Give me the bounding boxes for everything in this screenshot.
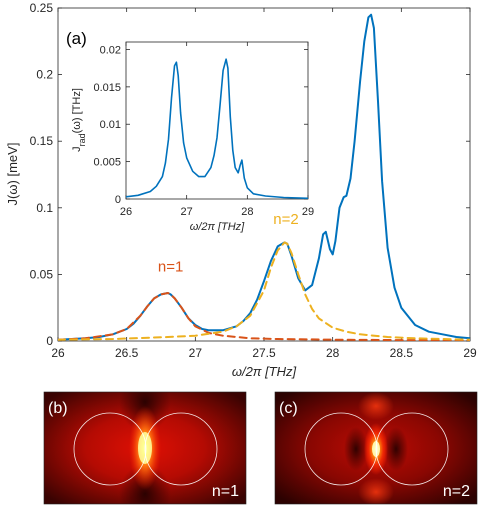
main-y-tick-label: 0.05 bbox=[30, 267, 54, 281]
main-x-tick-label: 28.5 bbox=[390, 346, 414, 360]
mode-annotations: n=1 n=2 bbox=[158, 211, 299, 276]
inset-plot-area bbox=[125, 41, 309, 200]
inset-series bbox=[126, 58, 308, 199]
panel-label-c: (c) bbox=[279, 400, 298, 417]
main-y-tick-label: 0.1 bbox=[36, 201, 53, 215]
particle-outline-left bbox=[73, 412, 147, 486]
inset-y-tick-label: 0.02 bbox=[100, 44, 121, 56]
main-y-axis-label: J(ω) [meV] bbox=[5, 143, 20, 206]
main-series-line-3 bbox=[58, 241, 470, 341]
main-x-axis-label: ω/2π [THz] bbox=[232, 364, 297, 379]
mode-annotation: n=1 bbox=[158, 259, 183, 276]
main-series-line-2 bbox=[58, 292, 470, 341]
inset-x-tick-label: 29 bbox=[302, 206, 314, 218]
main-x-tick-label: 29 bbox=[463, 346, 477, 360]
main-x-tick-label: 27.5 bbox=[252, 346, 276, 360]
panel-label-a: (a) bbox=[66, 29, 87, 48]
inset-x-axis-label: ω/2π [THz] bbox=[190, 221, 245, 233]
inset-series-line-1 bbox=[126, 58, 308, 199]
panel-label-b: (b) bbox=[48, 400, 68, 417]
inset-ticks: 26 27 28 29 0 0.005 0.01 0.015 0.02 bbox=[93, 42, 314, 218]
inset-x-tick-label: 26 bbox=[120, 206, 132, 218]
inset-x-tick-label: 27 bbox=[181, 206, 193, 218]
particle-outline-right bbox=[144, 412, 218, 486]
main-y-tick-label: 0.2 bbox=[36, 68, 53, 82]
main-ticks: 26 26.5 27 27.5 28 28.5 29 0 0.05 0.1 0.15 0.2 0.25 bbox=[30, 1, 477, 360]
mode-annotation: n=2 bbox=[273, 211, 298, 228]
mode-label-b: n=1 bbox=[212, 483, 239, 500]
main-y-tick-label: 0 bbox=[46, 334, 53, 348]
main-y-tick-label: 0.25 bbox=[30, 1, 54, 15]
inset-y-tick-label: 0.005 bbox=[93, 157, 121, 169]
main-x-tick-label: 26.5 bbox=[115, 346, 139, 360]
mode-label-c: n=2 bbox=[443, 483, 470, 500]
inset-y-tick-label: 0 bbox=[115, 194, 121, 206]
main-x-tick-label: 26 bbox=[51, 346, 65, 360]
main-x-tick-label: 27 bbox=[189, 346, 203, 360]
main-x-tick-label: 28 bbox=[326, 346, 340, 360]
inset-y-tick-label: 0.01 bbox=[100, 119, 121, 131]
inset-y-tick-label: 0.015 bbox=[93, 82, 121, 94]
main-series bbox=[58, 13, 470, 341]
particle-outline-left bbox=[304, 412, 378, 486]
field-map-n2: (c) n=2 bbox=[274, 391, 478, 505]
particle-outline-right bbox=[375, 412, 449, 486]
inset-x-tick-label: 28 bbox=[241, 206, 253, 218]
field-map-n1: (b) n=1 bbox=[43, 391, 247, 505]
main-y-tick-label: 0.15 bbox=[30, 134, 54, 148]
